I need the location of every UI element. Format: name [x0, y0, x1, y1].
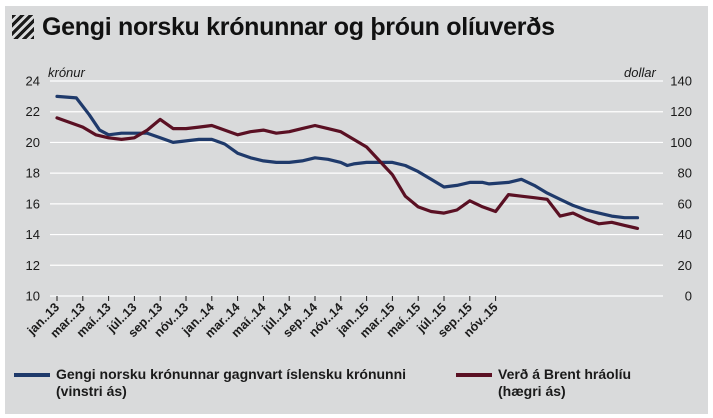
right-tick-label: 0 [685, 289, 692, 304]
series-line-brent [55, 116, 640, 230]
right-tick-label: 140 [670, 74, 692, 89]
left-axis-unit-label: krónur [48, 65, 86, 80]
title-row: Gengi norsku krónunnar og þróun olíuverð… [12, 10, 555, 44]
grid-lines [50, 80, 663, 297]
legend-label-brent-line1: Verð á Brent hráolíu [498, 366, 632, 382]
x-axis-ticks: jan..13mar..13maí..13júl..13sep..13nóv..… [24, 296, 501, 341]
legend-swatch-nok [14, 373, 50, 377]
legend-item-nok: Gengi norsku krónunnar gagnvart íslensku… [14, 366, 406, 400]
left-tick-label: 10 [26, 289, 40, 304]
legend-swatch-brent [456, 373, 492, 377]
right-tick-label: 80 [678, 166, 692, 181]
right-tick-label: 20 [678, 258, 692, 273]
right-axis-unit-label: dollar [624, 65, 656, 80]
series-lines [55, 94, 640, 230]
right-axis-ticks: 0 20 40 60 80 100 120 140 [670, 74, 692, 304]
left-tick-label: 20 [26, 135, 40, 150]
right-tick-label: 40 [678, 227, 692, 242]
legend-label-nok-line2: (vinstri ás) [56, 383, 127, 399]
left-tick-label: 18 [26, 166, 40, 181]
left-tick-label: 16 [26, 196, 40, 211]
left-tick-label: 14 [26, 227, 40, 242]
series-line-nok [55, 94, 640, 220]
right-tick-label: 100 [670, 135, 692, 150]
chart-title: Gengi norsku krónunnar og þróun olíuverð… [42, 12, 555, 41]
legend-label-nok-line1: Gengi norsku krónunnar gagnvart íslensku… [56, 366, 407, 382]
left-tick-label: 22 [26, 104, 40, 119]
legend-label-brent-line2: (hægri ás) [498, 383, 566, 399]
left-axis-ticks: 10 12 14 16 18 20 22 24 [26, 74, 40, 304]
left-tick-label: 24 [26, 74, 40, 89]
right-tick-label: 120 [670, 104, 692, 119]
hatch-logo-icon [12, 15, 34, 39]
legend-item-brent: Verð á Brent hráolíu (hægri ás) [456, 366, 631, 400]
right-tick-label: 60 [678, 196, 692, 211]
left-tick-label: 12 [26, 258, 40, 273]
